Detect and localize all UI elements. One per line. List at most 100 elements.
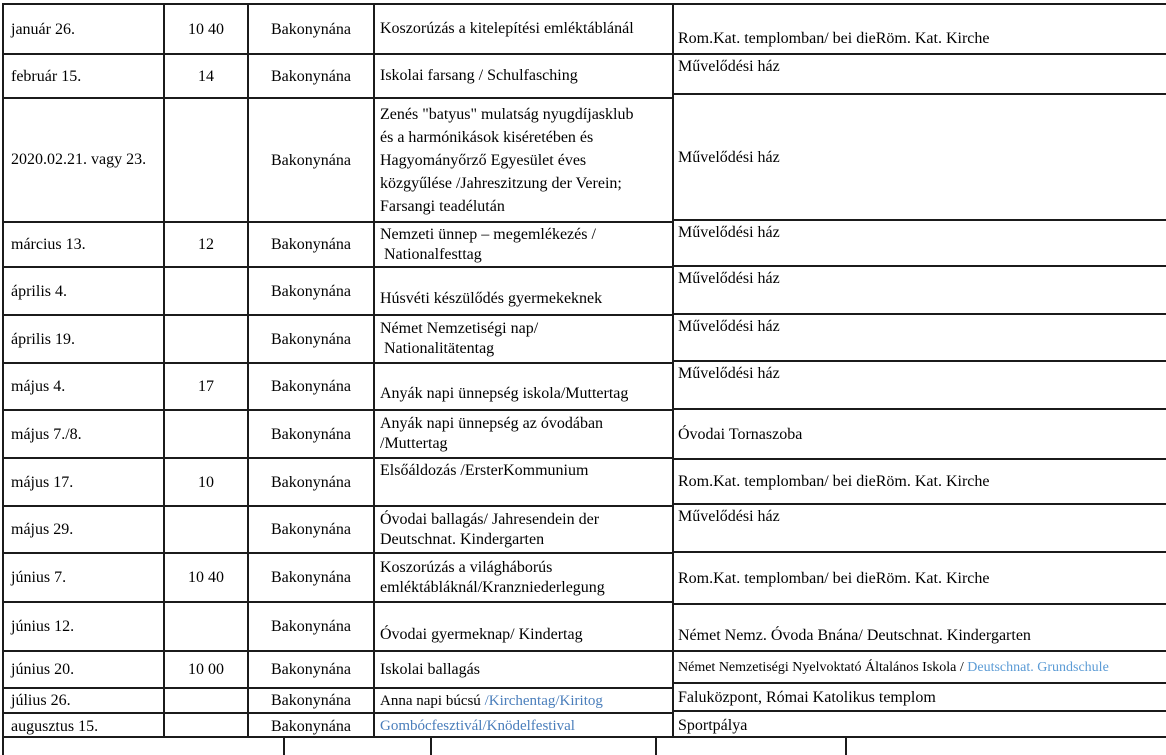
schedule-table-left: január 26. 10 40 Bakonynána Koszorúzás a… bbox=[2, 3, 674, 738]
event-cell: Elsőáldozás /ErsterKommunium bbox=[380, 462, 589, 479]
time-cell: 10 00 bbox=[165, 652, 249, 687]
venue-cell: Művelődési ház bbox=[674, 267, 1166, 315]
next-table-section bbox=[2, 736, 1166, 755]
table-row: március 13. 12 Bakonynána Nemzeti ünnep … bbox=[4, 223, 674, 268]
location-cell: Bakonynána bbox=[249, 223, 375, 266]
time-cell bbox=[165, 268, 249, 314]
date-cell: 2020.02.21. vagy 23. bbox=[4, 99, 165, 221]
location-cell: Bakonynána bbox=[249, 507, 375, 552]
event-cell: Nemzeti ünnep – megemlékezés / Nationalf… bbox=[380, 225, 596, 263]
venue-cell: Művelődési ház bbox=[674, 95, 1166, 221]
event-cell: Óvodai gyermeknap/ Kindertag bbox=[380, 626, 583, 643]
date-cell: május 4. bbox=[4, 364, 165, 409]
location-cell: Bakonynána bbox=[249, 652, 375, 687]
event-cell: Anyák napi ünnepség az óvodában /Muttert… bbox=[380, 415, 604, 452]
date-cell: június 7. bbox=[4, 554, 165, 601]
event-cell: Koszorúzás a világháborús emléktábláknál… bbox=[380, 558, 605, 596]
venue-cell: Művelődési ház bbox=[674, 315, 1166, 362]
empty-cell bbox=[657, 738, 847, 755]
time-cell: 10 40 bbox=[165, 5, 249, 53]
venue-cell: Művelődési ház bbox=[674, 221, 1166, 267]
time-cell bbox=[165, 411, 249, 457]
table-row: április 19. Bakonynána Német Nemzetiségi… bbox=[4, 316, 674, 364]
table-row: június 20. 10 00 Bakonynána Iskolai ball… bbox=[4, 652, 674, 689]
table-row: május 29. Bakonynána Óvodai ballagás/ Ja… bbox=[4, 507, 674, 554]
location-cell: Bakonynána bbox=[249, 364, 375, 409]
date-cell: május 7./8. bbox=[4, 411, 165, 457]
event-cell: Német Nemzetiségi nap/ Nationalitätentag bbox=[380, 320, 539, 357]
location-cell: Bakonynána bbox=[249, 5, 375, 53]
table-row: augusztus 15. Bakonynána Gombócfesztivál… bbox=[4, 714, 674, 738]
date-cell: augusztus 15. bbox=[4, 714, 165, 738]
date-cell: június 12. bbox=[4, 603, 165, 650]
time-cell bbox=[165, 714, 249, 738]
date-cell: február 15. bbox=[4, 55, 165, 97]
location-cell: Bakonynána bbox=[249, 268, 375, 314]
venue-cell: Sportpálya bbox=[678, 716, 748, 734]
venue-cell: Művelődési ház bbox=[674, 505, 1166, 553]
table-row: január 26. 10 40 Bakonynána Koszorúzás a… bbox=[4, 5, 674, 55]
venue-cell: Művelődési ház bbox=[674, 55, 1166, 95]
table-row: június 7. 10 40 Bakonynána Koszorúzás a … bbox=[4, 554, 674, 603]
venue-cell: Rom.Kat. templomban/ bei dieRöm. Kat. Ki… bbox=[674, 5, 1166, 55]
date-cell: március 13. bbox=[4, 223, 165, 266]
venue-text: Német Nemzetiségi Nyelvoktató Általános … bbox=[678, 659, 968, 675]
event-cell: Iskolai farsang / Schulfasching bbox=[380, 67, 578, 84]
schedule-table-venue-column: Rom.Kat. templomban/ bei dieRöm. Kat. Ki… bbox=[672, 3, 1166, 738]
event-link[interactable]: /Kirchentag/Kiritog bbox=[484, 692, 603, 709]
date-cell: július 26. bbox=[4, 689, 165, 712]
location-cell: Bakonynána bbox=[249, 689, 375, 712]
date-cell: január 26. bbox=[4, 5, 165, 53]
location-cell: Bakonynána bbox=[249, 714, 375, 738]
table-row: 2020.02.21. vagy 23. Bakonynána Zenés "b… bbox=[4, 99, 674, 223]
venue-cell: Német Nemz. Óvoda Bnána/ Deutschnat. Kin… bbox=[674, 605, 1166, 652]
location-cell: Bakonynána bbox=[249, 411, 375, 457]
venue-cell: Művelődési ház bbox=[674, 362, 1166, 410]
time-cell: 10 40 bbox=[165, 554, 249, 601]
table-row: július 26. Bakonynána Anna napi búcsú /K… bbox=[4, 689, 674, 714]
empty-cell bbox=[847, 738, 1166, 755]
location-cell: Bakonynána bbox=[249, 316, 375, 362]
date-cell: május 29. bbox=[4, 507, 165, 552]
table-row: május 17. 10 Bakonynána Elsőáldozás /Ers… bbox=[4, 459, 674, 507]
event-cell: Húsvéti készülődés gyermekeknek bbox=[380, 290, 603, 307]
time-cell: 14 bbox=[165, 55, 249, 97]
table-row: február 15. 14 Bakonynána Iskolai farsan… bbox=[4, 55, 674, 99]
location-cell: Bakonynána bbox=[249, 99, 375, 221]
empty-cell bbox=[285, 738, 432, 755]
time-cell: 17 bbox=[165, 364, 249, 409]
venue-cell: Német Nemzetiségi Nyelvoktató Általános … bbox=[674, 652, 1166, 684]
table-row: április 4. Bakonynána Húsvéti készülődés… bbox=[4, 268, 674, 316]
event-text: Anna napi búcsú bbox=[380, 692, 485, 709]
event-cell: Anna napi búcsú /Kirchentag/Kiritog bbox=[375, 689, 672, 712]
event-cell: Anyák napi ünnepség iskola/Muttertag bbox=[380, 385, 629, 402]
table-row: május 7./8. Bakonynána Anyák napi ünneps… bbox=[4, 411, 674, 459]
table-row: június 12. Bakonynána Óvodai gyermeknap/… bbox=[4, 603, 674, 652]
event-cell: Óvodai ballagás/ Jahresendein der Deutsc… bbox=[380, 510, 600, 548]
location-cell: Bakonynána bbox=[249, 55, 375, 97]
venue-cell: Faluközpont, Római Katolikus templom bbox=[674, 684, 1166, 712]
venue-cell: Rom.Kat. templomban/ bei dieRöm. Kat. Ki… bbox=[674, 460, 1166, 505]
table-row: május 4. 17 Bakonynána Anyák napi ünneps… bbox=[4, 364, 674, 411]
venue-cell: Rom.Kat. templomban/ bei dieRöm. Kat. Ki… bbox=[674, 553, 1166, 605]
empty-cell bbox=[432, 738, 657, 755]
time-cell bbox=[165, 603, 249, 650]
date-cell: május 17. bbox=[4, 459, 165, 505]
event-cell: Iskolai ballagás bbox=[380, 660, 480, 678]
date-cell: április 4. bbox=[4, 268, 165, 314]
time-cell bbox=[165, 689, 249, 712]
time-cell bbox=[165, 99, 249, 221]
date-cell: április 19. bbox=[4, 316, 165, 362]
location-cell: Bakonynána bbox=[249, 554, 375, 601]
time-cell bbox=[165, 507, 249, 552]
location-cell: Bakonynána bbox=[249, 459, 375, 505]
event-cell: Koszorúzás a kitelepítési emléktáblánál bbox=[380, 20, 634, 37]
empty-cell bbox=[4, 738, 285, 755]
event-cell: Gombócfesztivál/Knödelfestival bbox=[375, 714, 672, 738]
time-cell bbox=[165, 316, 249, 362]
event-link[interactable]: Gombócfesztivál/Knödelfestival bbox=[380, 718, 575, 734]
event-cell: Zenés "batyus" mulatság nyugdíjasklub és… bbox=[380, 105, 634, 215]
venue-link[interactable]: Deutschnat. Grundschule bbox=[967, 659, 1109, 675]
time-cell: 10 bbox=[165, 459, 249, 505]
